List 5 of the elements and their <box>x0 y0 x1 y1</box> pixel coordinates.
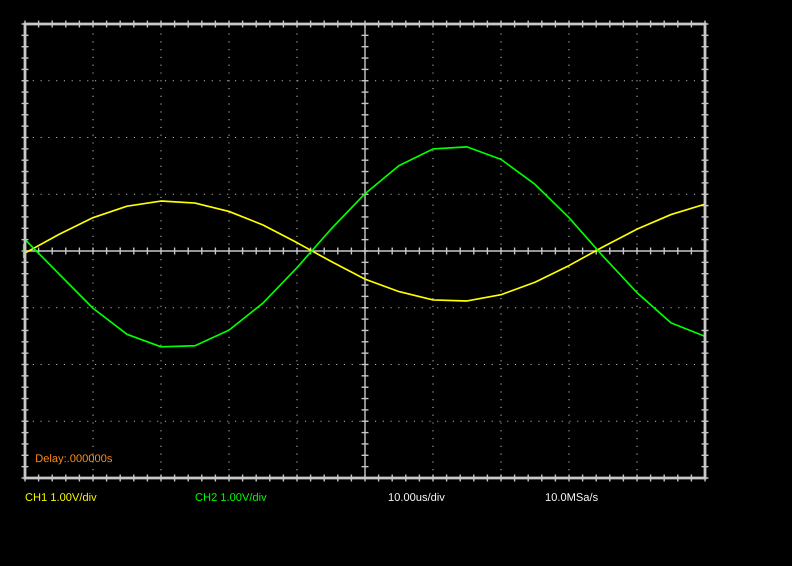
text: CH2 1.00V/div <box>196 492 267 501</box>
text: Delay:.000000s <box>36 454 112 464</box>
text: 10.00us/div <box>388 492 445 501</box>
text: 10.0MSa/s <box>546 492 598 501</box>
text: CH1 1.00V/div <box>26 492 97 501</box>
